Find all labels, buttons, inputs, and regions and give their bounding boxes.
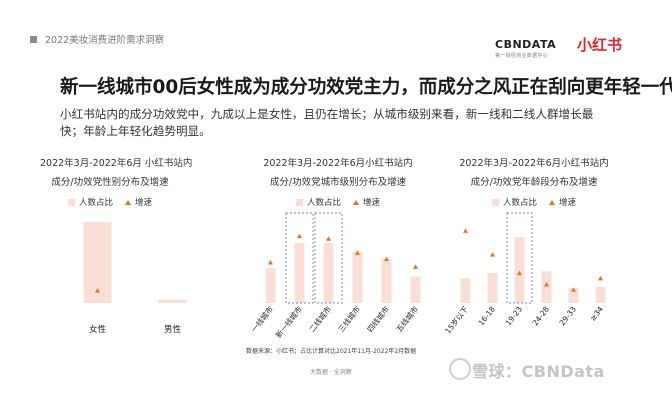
report-name: 2022美妆消费进阶需求洞察	[45, 35, 165, 46]
tick-label-2: 新一线城市	[273, 304, 304, 340]
tick-label-4: 三线城市	[336, 304, 363, 334]
growth-marker-3	[326, 236, 331, 241]
snowball-icon	[449, 358, 471, 380]
growth-marker-6	[598, 275, 603, 281]
tick-label-3: 19-23	[504, 305, 525, 328]
tick-label-5: 29-33	[558, 305, 579, 328]
growth-marker-5	[571, 287, 576, 292]
legend-bar-swatch	[67, 198, 75, 206]
page-title: 新一线城市00后女性成为成分功效党主力，而成分之风正在刮向更年轻一代	[60, 77, 672, 98]
highlight-box-3	[506, 212, 533, 304]
tick-label-6: 五线城市	[394, 304, 421, 334]
tick-label-1: 一线城市	[249, 304, 276, 334]
bar-4	[352, 251, 363, 303]
tick-label-2: 男性	[164, 324, 182, 335]
chart-subtitle: 成分/功效党年龄段分布及增速	[470, 177, 598, 188]
highlight-box-2	[285, 212, 314, 304]
data-source-note: 数据来源：小红书；占比计算对比2021年11月-2022年2月数据	[246, 348, 417, 355]
chart-title: 2022年3月-2022年6月小红书站内	[459, 158, 609, 169]
growth-marker-6	[413, 264, 418, 269]
cbndata-logo-text: CBNDATA	[495, 38, 557, 51]
bar-5	[381, 259, 392, 303]
chart-title: 2022年3月-2022年6月 小红书站内	[40, 158, 193, 169]
legend-growth-label: 增速	[135, 198, 153, 208]
cbndata-logo-subtext: 第一财经商业数据中心	[495, 53, 549, 59]
gender-chart-plot: 女性 男性	[83, 222, 187, 335]
bar-2	[294, 243, 305, 303]
chart-legend: 人数占比 增速	[444, 196, 624, 208]
legend-growth-label: 增速	[559, 198, 577, 208]
legend-growth-label: 增速	[363, 198, 381, 208]
legend-bar-swatch	[491, 198, 499, 206]
tick-label-3: 二线城市	[307, 304, 334, 334]
bar-4	[541, 271, 552, 303]
header-square-icon	[30, 35, 37, 43]
cbndata-logo: CBNDATA 第一财经商业数据中心	[495, 38, 556, 59]
legend-bar-swatch	[295, 198, 303, 206]
chart-subtitle: 成分/功效党性别分布及增速	[51, 177, 169, 188]
growth-marker-1	[268, 260, 273, 265]
legend-triangle-icon	[125, 199, 131, 205]
legend-share-label: 人数占比	[306, 198, 341, 208]
bar-2	[158, 299, 187, 303]
bar-3	[514, 237, 525, 303]
bar-5	[568, 288, 579, 303]
bar-1	[460, 278, 471, 303]
report-header: 2022美妆消费进阶需求洞察	[30, 32, 164, 46]
growth-marker-4	[544, 282, 549, 287]
tick-label-6: ≥34	[588, 305, 605, 323]
chart-legend: 人数占比 增速	[40, 196, 180, 208]
footer-tagline: 大数据 · 全洞察	[310, 369, 352, 376]
watermark: 雪球：CBNData	[472, 362, 605, 381]
growth-marker-5	[384, 256, 389, 261]
chart-subtitle: 成分/功效党城市级别分布及增速	[269, 177, 407, 188]
bar-2	[487, 273, 498, 303]
xiaohongshu-logo: 小红书	[577, 36, 623, 54]
tick-label-2: 16-18	[477, 305, 498, 328]
chart-title: 2022年3月-2022年6月小红书站内	[263, 158, 413, 169]
bar-1	[265, 267, 276, 303]
bar-3	[323, 243, 334, 303]
growth-marker-2	[297, 233, 302, 239]
tick-label-1: 女性	[89, 324, 107, 335]
bar-6	[595, 287, 606, 303]
highlight-box-3	[314, 212, 343, 304]
age-group-chart-plot: 15岁以下 16-18 19-23 24-28 29-33 ≥34	[442, 212, 606, 336]
tick-label-4: 24-28	[531, 305, 552, 328]
growth-marker-1	[463, 228, 468, 233]
legend-share-label: 人数占比	[502, 198, 537, 208]
growth-marker-3	[517, 270, 522, 276]
legend-triangle-icon	[549, 199, 555, 205]
legend-triangle-icon	[353, 199, 359, 205]
bar-6	[410, 276, 421, 303]
growth-marker-2	[490, 252, 495, 257]
tick-label-5: 四线城市	[365, 304, 392, 334]
chart-legend: 人数占比 增速	[248, 196, 428, 208]
tick-label-1: 15岁以下	[442, 304, 470, 336]
growth-marker-4	[355, 250, 360, 255]
legend-share-label: 人数占比	[78, 198, 113, 208]
page-description: 小红书站内的成分功效党中，九成以上是女性，且仍在增长；从城市级别来看，新一线和二…	[60, 107, 594, 138]
growth-marker-1	[95, 288, 100, 293]
